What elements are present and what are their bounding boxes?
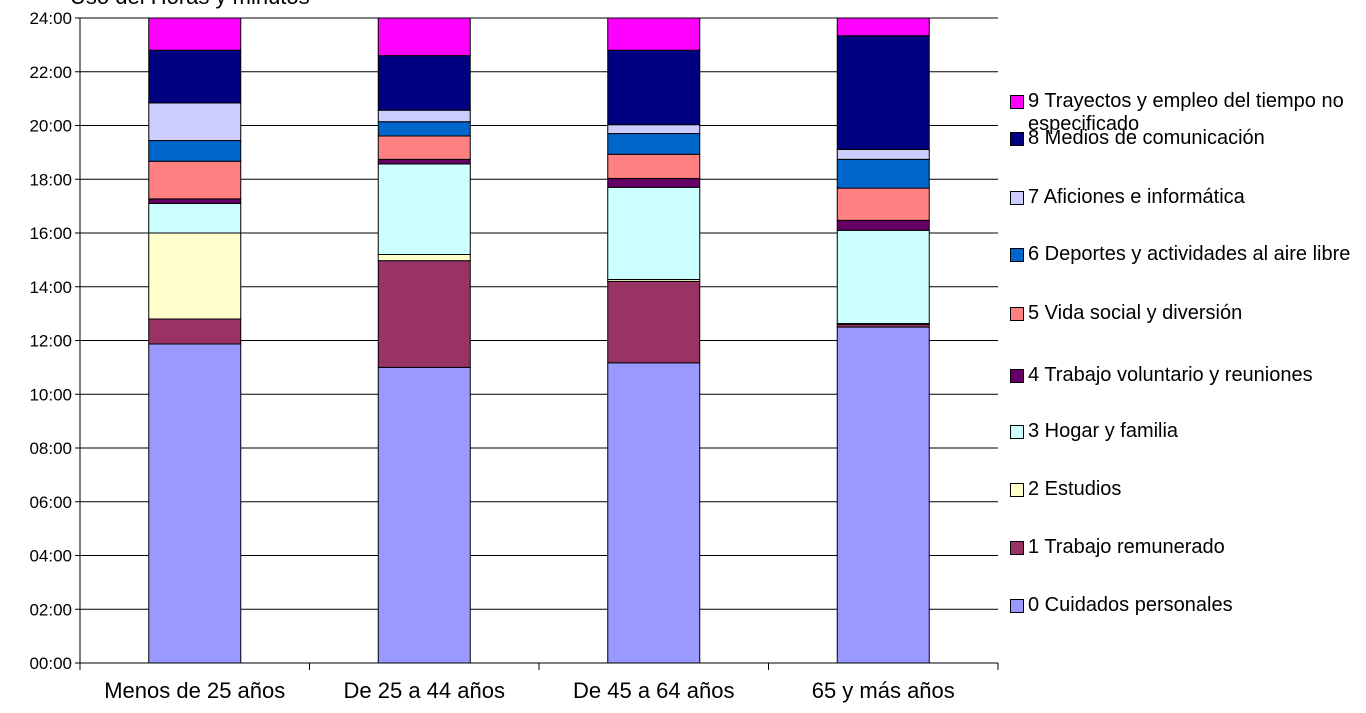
bar-segment [148, 102, 242, 142]
bar-segment [377, 135, 471, 160]
y-tick-label: 12:00 [29, 332, 72, 351]
legend-label-0: 0 Cuidados personales [1028, 594, 1233, 616]
bar-segment [607, 186, 701, 280]
legend-label-6: 6 Deportes y actividades al aire libre [1028, 243, 1351, 265]
y-tick-label: 22:00 [29, 63, 72, 82]
y-tick-label: 10:00 [29, 385, 72, 404]
bar-segment [148, 49, 242, 104]
bar-segment [377, 158, 471, 165]
legend-item-9: 9 Trayectos y empleo del tiempo no espec… [1010, 90, 1360, 136]
bar-segment [607, 280, 701, 364]
bar-segment [148, 202, 242, 234]
legend-label-5: 5 Vida social y diversión [1028, 302, 1243, 324]
legend-item-0: 0 Cuidados personales [1010, 594, 1360, 617]
bar-segment [148, 343, 242, 664]
bar-segment [377, 17, 471, 57]
y-tick-label: 00:00 [29, 654, 72, 673]
bar-segment [148, 17, 242, 51]
bar-segment [836, 158, 930, 189]
legend-swatch-4 [1010, 369, 1024, 383]
bar-segment [607, 49, 701, 126]
y-tick-label: 04:00 [29, 547, 72, 566]
legend-item-5: 5 Vida social y diversión [1010, 302, 1360, 325]
legend-label-3: 3 Hogar y familia [1028, 420, 1179, 442]
legend-swatch-3 [1010, 425, 1024, 439]
bar-segment [148, 232, 242, 320]
bar-segment [148, 140, 242, 162]
legend-label-2: 2 Estudios [1028, 478, 1122, 500]
x-tick-label: De 25 a 44 años [344, 678, 505, 703]
bar-segment [607, 17, 701, 51]
bar-segment [377, 109, 471, 123]
legend-item-6: 6 Deportes y actividades al aire libre [1010, 243, 1360, 266]
bar-segment [836, 17, 930, 37]
chart-legend: 9 Trayectos y empleo del tiempo no espec… [1010, 0, 1366, 713]
bar-segment [836, 148, 930, 160]
stacked-bar-chart: 00:00 02:00 04:00 06:00 08:00 10:00 12:00 14:00… [29, 9, 999, 703]
bar-segment [377, 366, 471, 664]
legend-label-7: 7 Aficiones e informática [1028, 186, 1245, 208]
bar-segment [607, 133, 701, 155]
y-tick-label: 06:00 [29, 493, 72, 512]
legend-item-8: 8 Medios de comunicación [1010, 127, 1360, 150]
bar-segment [607, 124, 701, 135]
legend-item-1: 1 Trabajo remunerado [1010, 536, 1360, 559]
bar-segment [148, 318, 242, 345]
legend-item-3: 3 Hogar y familia [1010, 420, 1360, 443]
bar-segment [148, 160, 242, 200]
y-tick-label: 16:00 [29, 224, 72, 243]
legend-swatch-6 [1010, 248, 1024, 262]
bar-segment [836, 219, 930, 231]
legend-swatch-2 [1010, 483, 1024, 497]
chart-title: Uso del Horas y minutos [70, 0, 310, 10]
y-tick-label: 14:00 [29, 278, 72, 297]
bar-segment [377, 55, 471, 111]
legend-label-4: 4 Trabajo voluntario y reuniones [1028, 364, 1313, 386]
bar-segment [836, 229, 930, 325]
legend-label-8: 8 Medios de comunicación [1028, 127, 1265, 149]
bar-segment [607, 177, 701, 188]
legend-label-9: 9 Trayectos y empleo del tiempo no espec… [1028, 90, 1344, 135]
bar-segment [377, 254, 471, 262]
legend-item-4: 4 Trabajo voluntario y reuniones [1010, 364, 1360, 387]
bar-segment [377, 260, 471, 368]
y-tick-label: 20:00 [29, 117, 72, 136]
bar-segment [836, 187, 930, 221]
x-tick-label: De 45 a 64 años [573, 678, 734, 703]
y-tick-label: 08:00 [29, 439, 72, 458]
x-tick-label: 65 y más años [812, 678, 955, 703]
bar-segment [836, 326, 930, 664]
y-tick-label: 24:00 [29, 9, 72, 28]
bar-segment [148, 198, 242, 204]
legend-swatch-1 [1010, 541, 1024, 555]
x-tick-label: Menos de 25 años [104, 678, 285, 703]
bar-segment [607, 362, 701, 664]
y-tick-label: 18:00 [29, 170, 72, 189]
legend-swatch-0 [1010, 599, 1024, 613]
y-tick-label: 02:00 [29, 600, 72, 619]
legend-swatch-7 [1010, 191, 1024, 205]
legend-item-7: 7 Aficiones e informática [1010, 186, 1360, 209]
bar-segment [607, 153, 701, 179]
bar-segment [836, 35, 930, 150]
legend-label-1: 1 Trabajo remunerado [1028, 536, 1225, 558]
legend-swatch-5 [1010, 307, 1024, 321]
legend-item-2: 2 Estudios [1010, 478, 1360, 501]
bar-segment [377, 121, 471, 137]
bar-segment [377, 163, 471, 255]
legend-swatch-8 [1010, 132, 1024, 146]
legend-swatch-9 [1010, 95, 1024, 109]
